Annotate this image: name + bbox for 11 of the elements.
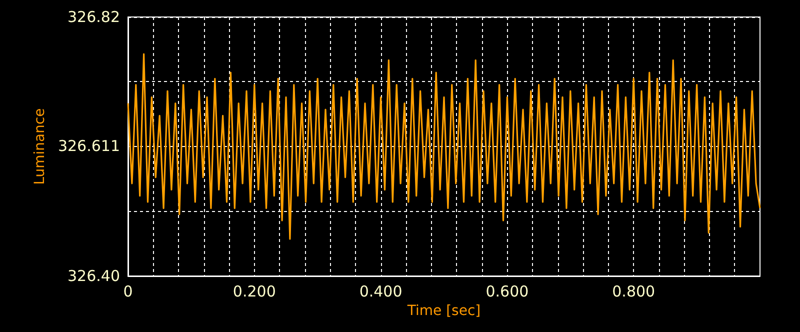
y-tick-label: 326.40 (68, 267, 120, 285)
line-series (127, 53, 761, 240)
y-tick-label: 326.82 (68, 8, 120, 26)
y-tick-label: 326.611 (58, 136, 120, 155)
x-tick-label: 0.800 (612, 282, 656, 300)
x-tick-label: 0 (123, 282, 133, 300)
x-tick-label: 0.400 (359, 282, 402, 300)
x-axis-title: Time [sec] (406, 303, 481, 319)
y-axis-title: Luminance (32, 108, 48, 185)
x-tick-label: 0.600 (486, 282, 529, 300)
x-tick-label: 0.200 (232, 282, 276, 300)
